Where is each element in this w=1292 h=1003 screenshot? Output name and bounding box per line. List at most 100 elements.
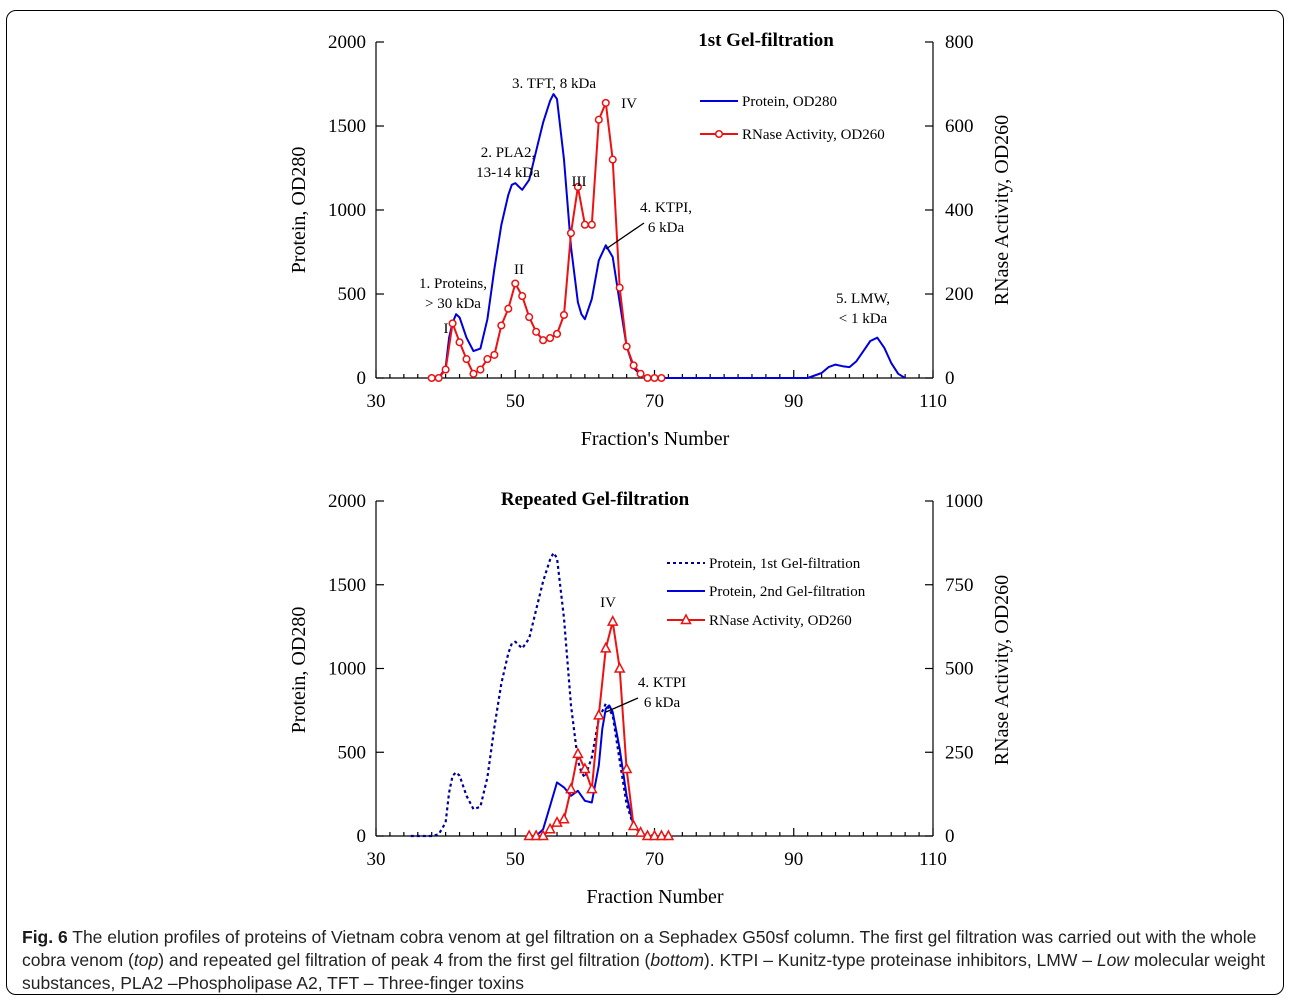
peak-annotation: 4. KTPI, 6 kDa <box>605 200 692 250</box>
peak-annotation: III <box>572 174 587 190</box>
series-point <box>662 829 675 841</box>
series-point <box>434 373 443 383</box>
y-left-axis-label: Protein, OD280 <box>288 607 310 734</box>
legend-entry-3: RNase Activity, OD260 <box>667 613 852 629</box>
series-line-2 <box>535 704 655 837</box>
legend-label: RNase Activity, OD260 <box>742 127 885 143</box>
peak-annotation: 4. KTPI 6 kDa <box>605 675 686 713</box>
series-point <box>579 762 591 774</box>
y-right-tick-label: 400 <box>945 200 974 221</box>
x-tick-label: 50 <box>506 849 525 870</box>
series-point <box>648 829 661 841</box>
peak-annotation: 5. LMW, < 1 kDa <box>836 291 890 327</box>
series-point <box>655 829 668 841</box>
y-right-tick-label: 500 <box>945 659 974 680</box>
series-point <box>525 313 534 322</box>
caption-segment: top <box>133 950 159 970</box>
y-left-axis-label: Protein, OD280 <box>288 147 310 274</box>
x-tick-label: 30 <box>367 391 386 412</box>
series-point <box>546 334 555 343</box>
figure-frame <box>6 10 1284 995</box>
legend-marker <box>714 129 724 139</box>
y-left-tick-label: 0 <box>357 826 367 847</box>
series-point <box>566 229 576 238</box>
peak-annotation: 1. Proteins, > 30 kDa <box>419 276 487 312</box>
series-point <box>641 829 654 841</box>
y-right-tick-label: 200 <box>945 284 974 305</box>
series-point <box>441 365 450 374</box>
series-point <box>615 283 624 292</box>
series-point <box>565 782 577 794</box>
series-point <box>469 369 478 378</box>
y-right-tick-label: 0 <box>945 368 955 389</box>
x-axis-label: Fraction's Number <box>581 428 730 450</box>
annotation-text: 2. PLA2, <box>481 145 536 161</box>
figure-caption: Fig. 6 The elution profiles of proteins … <box>22 926 1272 995</box>
annotation-text: 6 kDa <box>644 695 681 711</box>
caption-segment: The elution profiles of proteins of Viet… <box>22 927 1257 970</box>
series-point <box>573 182 582 191</box>
series-point <box>600 641 612 653</box>
annotation-text: > 30 kDa <box>425 296 481 312</box>
series-point <box>558 812 570 824</box>
peak-annotation: IV <box>600 595 616 611</box>
annotation-text: I <box>444 321 449 337</box>
legend-entry-1: Protein, 1st Gel-filtration <box>667 556 861 572</box>
x-tick-label: 90 <box>784 391 803 412</box>
y-right-tick-label: 0 <box>945 826 955 847</box>
series-point <box>504 304 513 313</box>
annotation-text: < 1 kDa <box>839 311 888 327</box>
y-right-tick-label: 750 <box>945 575 974 596</box>
chart-title: 1st Gel-filtration <box>698 30 834 51</box>
series-point <box>552 329 562 338</box>
series-point <box>608 155 617 164</box>
caption-segment: Low <box>1096 950 1129 970</box>
y-left-tick-label: 1000 <box>328 659 366 680</box>
series-line-1 <box>437 93 906 379</box>
series-point <box>634 826 647 837</box>
x-tick-label: 30 <box>367 849 386 870</box>
annotation-text: 3. TFT, 8 kDa <box>512 76 596 92</box>
x-tick-label: 90 <box>784 849 803 870</box>
caption-segment: bottom <box>650 950 704 970</box>
peak-annotation: 2. PLA2, 13-14 kDa <box>476 145 540 181</box>
series-point <box>629 361 638 370</box>
series-point <box>559 310 569 320</box>
caption-segment: ). KTPI – Kunitz-type proteinase inhibit… <box>703 950 1097 970</box>
annotation-text: 1. Proteins, <box>419 276 487 292</box>
caption-segment: ) and repeated gel filtration of peak 4 … <box>158 950 651 970</box>
series-point <box>622 342 631 351</box>
series-point <box>497 321 506 330</box>
peak-annotation: II <box>514 262 524 278</box>
y-right-axis-label: RNase Activity, OD260 <box>991 575 1013 765</box>
annotation-leader-line <box>605 697 639 713</box>
legend-label: Protein, 1st Gel-filtration <box>709 556 861 572</box>
series-point <box>627 819 640 831</box>
y-left-tick-label: 1500 <box>328 575 366 596</box>
y-right-axis-label: RNase Activity, OD260 <box>991 115 1013 305</box>
chart-panel-2: 30 50 70 90 11005001000150020000250500750100… <box>288 489 1013 908</box>
x-axis-label: Fraction Number <box>586 886 724 908</box>
series-point <box>518 292 527 301</box>
peak-annotation: I <box>444 321 449 337</box>
series-point <box>586 782 598 794</box>
series-point <box>532 327 541 336</box>
chart-title: Repeated Gel-filtration <box>501 489 690 510</box>
y-left-tick-label: 2000 <box>328 491 366 512</box>
y-left-tick-label: 2000 <box>328 32 366 53</box>
series-point <box>601 98 610 107</box>
annotation-text: 4. KTPI, <box>640 200 692 216</box>
y-left-tick-label: 0 <box>357 368 367 389</box>
x-tick-label: 70 <box>645 849 664 870</box>
series-line-1 <box>410 551 655 838</box>
chart-panel-1: 30 50 70 90 11005001000150020000200400600800… <box>288 30 1013 450</box>
series-point <box>462 355 471 364</box>
series-point <box>593 708 605 720</box>
series-point <box>650 373 659 383</box>
series-point <box>448 319 457 328</box>
annotation-text: III <box>572 174 587 190</box>
legend-label: Protein, 2nd Gel-filtration <box>709 584 866 600</box>
series-point <box>455 338 464 347</box>
annotation-leader-line <box>605 222 645 250</box>
